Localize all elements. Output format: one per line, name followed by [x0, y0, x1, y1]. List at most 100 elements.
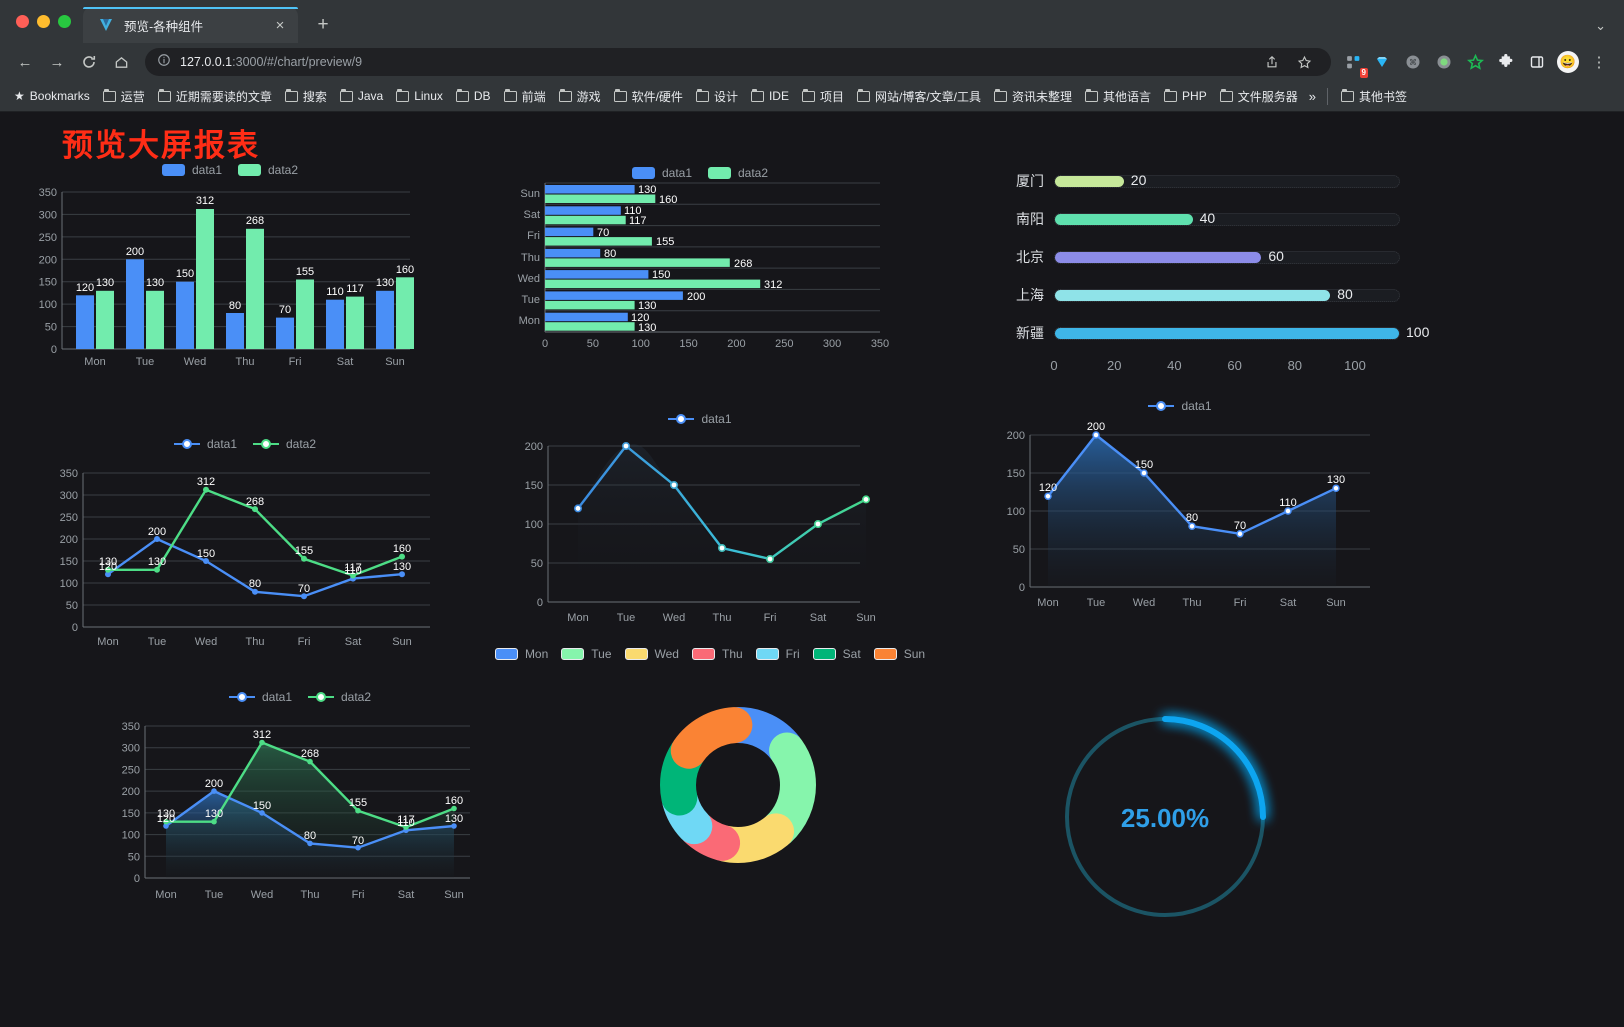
svg-text:312: 312 — [197, 476, 215, 488]
chevron-down-icon[interactable]: ⌄ — [1595, 18, 1606, 33]
y-category-labels: Sun Sat Fri Thu Wed Tue Mon — [518, 188, 540, 327]
legend-label: data1 — [206, 437, 237, 451]
legend-item-wed[interactable]: Wed — [624, 647, 679, 661]
sidebar-icon[interactable] — [1522, 47, 1552, 77]
command-icon[interactable]: ⌘ — [1398, 47, 1428, 77]
legend-swatch — [708, 167, 731, 179]
svg-text:250: 250 — [39, 232, 57, 244]
browser-menu-button[interactable]: ⋮ — [1591, 54, 1607, 71]
chart-area-single: data1 200 150 100 50 0 — [980, 394, 1380, 654]
progress-track[interactable]: 100 — [1054, 324, 1429, 340]
legend-swatch — [812, 648, 836, 660]
svg-text:Sat: Sat — [1280, 597, 1297, 609]
progress-row-xiamen: 厦门 20 — [1000, 162, 1400, 200]
legend-item-sat[interactable]: Sat — [812, 647, 861, 661]
slice-sat[interactable] — [660, 707, 816, 863]
puzzle-icon[interactable] — [1491, 47, 1521, 77]
bookmark-folder-frontend[interactable]: 前端 — [498, 85, 552, 108]
bookmark-folder-yunying[interactable]: 运营 — [97, 85, 151, 108]
home-icon[interactable] — [106, 47, 136, 77]
slice-tue[interactable] — [660, 707, 816, 863]
legend-item-mon[interactable]: Mon — [494, 647, 548, 661]
legend-item-thu[interactable]: Thu — [691, 647, 743, 661]
legend-donut: Mon Tue Wed Thu Fri Sat Sun — [470, 647, 950, 661]
bookmark-folder-otherlang[interactable]: 其他语言 — [1079, 85, 1157, 108]
svg-text:Wed: Wed — [251, 889, 273, 901]
close-tab-button[interactable]: × — [275, 16, 285, 34]
bookmark-folder-php[interactable]: PHP — [1158, 86, 1213, 106]
svg-text:80: 80 — [229, 300, 241, 312]
legend-swatch — [161, 164, 185, 176]
green-circle-icon[interactable] — [1429, 47, 1459, 77]
legend-item-data1[interactable]: data1 — [1148, 399, 1212, 413]
legend-item-data2[interactable]: data2 — [708, 166, 768, 180]
maximize-window-button[interactable] — [58, 15, 71, 28]
slice-thu[interactable] — [660, 707, 816, 863]
close-window-button[interactable] — [16, 15, 29, 28]
bookmark-folder-news[interactable]: 资讯未整理 — [988, 85, 1078, 108]
browser-tab[interactable]: 预览-各种组件 × — [83, 7, 298, 43]
legend-label: data1 — [1181, 399, 1212, 413]
bookmark-folder-games[interactable]: 游戏 — [553, 85, 607, 108]
legend-item-data1[interactable]: data1 — [161, 163, 222, 177]
legend-item-data1[interactable]: data1 — [173, 437, 237, 451]
svg-text:Mon: Mon — [97, 636, 118, 648]
chart-line-gradient: data1 200 150 100 50 — [500, 407, 900, 667]
svg-text:150: 150 — [1135, 459, 1153, 471]
minimize-window-button[interactable] — [37, 15, 50, 28]
legend-item-sun[interactable]: Sun — [873, 647, 926, 661]
bookmark-folder-search[interactable]: 搜索 — [279, 85, 333, 108]
bookmarks-overflow-button[interactable]: » — [1308, 88, 1316, 104]
legend-label: Sun — [903, 647, 926, 661]
bookmark-folder-software[interactable]: 软件/硬件 — [608, 85, 689, 108]
diamond-icon[interactable] — [1367, 47, 1397, 77]
other-bookmarks-folder[interactable]: 其他书签 — [1335, 85, 1413, 108]
star-icon[interactable] — [1289, 47, 1319, 77]
svg-text:Sun: Sun — [520, 188, 540, 200]
bookmark-folder-db[interactable]: DB — [450, 86, 497, 106]
back-button[interactable]: ← — [17, 53, 33, 71]
slice-sun[interactable] — [660, 707, 816, 863]
bookmark-folder-linux[interactable]: Linux — [390, 86, 449, 106]
bookmark-folder-fileserver[interactable]: 文件服务器 — [1214, 85, 1304, 108]
bookmark-folder-reading[interactable]: 近期需要读的文章 — [152, 85, 278, 108]
svg-text:0: 0 — [1019, 582, 1025, 594]
legend-item-data2[interactable]: data2 — [238, 163, 298, 177]
green-star-icon[interactable] — [1460, 47, 1490, 77]
progress-track[interactable]: 80 — [1054, 286, 1400, 302]
area-two-series-svg: 350 300 250 200 150 100 50 0 — [122, 721, 470, 901]
share-icon[interactable] — [1257, 47, 1287, 77]
bookmark-folder-java[interactable]: Java — [334, 86, 389, 106]
address-bar[interactable]: 127.0.0.1:3000/#/chart/preview/9 — [145, 48, 1331, 76]
progress-track[interactable]: 20 — [1054, 172, 1400, 188]
legend-item-data2[interactable]: data2 — [308, 690, 371, 704]
legend-item-data1[interactable]: data1 — [668, 412, 732, 426]
svg-text:Sun: Sun — [392, 636, 412, 648]
info-circle-icon[interactable] — [157, 53, 171, 72]
progress-track[interactable]: 60 — [1054, 248, 1400, 264]
bookmark-folder-sites[interactable]: 网站/博客/文章/工具 — [851, 85, 987, 108]
forward-button[interactable]: → — [49, 53, 65, 71]
new-tab-button[interactable]: + — [317, 14, 329, 35]
bookmarks-root[interactable]: ★ Bookmarks — [8, 86, 96, 106]
bookmark-label: Java — [357, 89, 384, 103]
window-controls — [10, 0, 83, 43]
svg-text:Wed: Wed — [518, 273, 540, 285]
legend-item-tue[interactable]: Tue — [561, 647, 612, 661]
legend-item-fri[interactable]: Fri — [755, 647, 800, 661]
bookmark-folder-design[interactable]: 设计 — [690, 85, 744, 108]
svg-text:268: 268 — [301, 748, 319, 760]
svg-text:312: 312 — [253, 729, 271, 741]
legend-item-data2[interactable]: data2 — [253, 437, 316, 451]
bookmark-folder-projects[interactable]: 项目 — [796, 85, 850, 108]
reload-icon[interactable] — [74, 47, 104, 77]
bookmark-folder-ide[interactable]: IDE — [745, 86, 795, 106]
extensions-grid-icon[interactable]: 9 — [1340, 49, 1368, 78]
svg-text:80: 80 — [304, 830, 316, 842]
avatar[interactable]: 😀 — [1557, 51, 1579, 73]
progress-track[interactable]: 40 — [1054, 210, 1400, 226]
legend-item-data1[interactable]: data1 — [631, 166, 692, 180]
series-points-data1 — [105, 536, 405, 600]
legend-item-data1[interactable]: data1 — [228, 690, 292, 704]
svg-text:200: 200 — [1007, 430, 1025, 442]
